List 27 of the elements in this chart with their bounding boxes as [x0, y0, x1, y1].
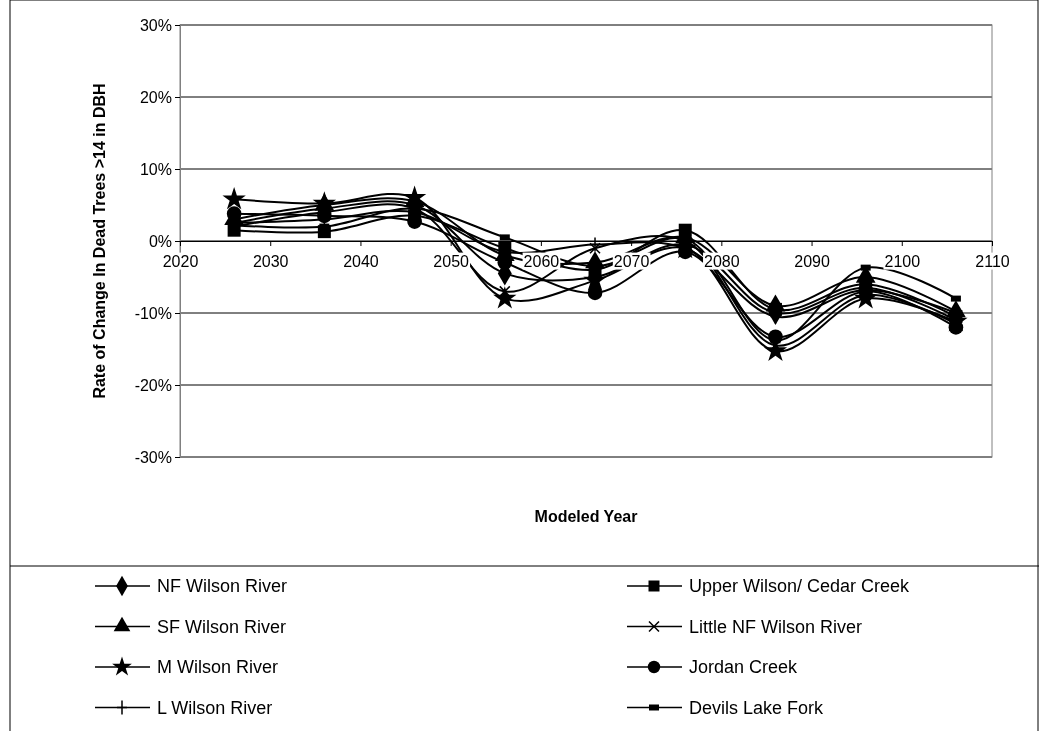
x-tick-label: 2020 — [162, 252, 199, 270]
legend-label: SF Wilson River — [157, 616, 287, 637]
legend-label: Devils Lake Fork — [689, 697, 825, 718]
x-tick-label: 2060 — [523, 252, 560, 270]
x-axis-title: Modeled Year — [534, 508, 638, 525]
y-tick-label: 30% — [139, 16, 172, 34]
legend-label: NF Wilson River — [157, 576, 288, 596]
x-tick-label: 2090 — [794, 252, 830, 270]
legend-label: M Wilson River — [157, 657, 279, 677]
y-tick-label: -30% — [134, 448, 172, 466]
x-tick-label: 2040 — [343, 252, 379, 270]
x-tick-label: 2080 — [704, 252, 740, 270]
y-tick-label: 0% — [148, 232, 172, 250]
legend-label: Little NF Wilson River — [689, 616, 863, 637]
y-axis-title: Rate of Change In Dead Trees >14 in DBH — [91, 83, 108, 399]
x-tick-label: 2110 — [975, 252, 1010, 270]
y-tick-label: 20% — [139, 88, 172, 106]
x-tick-label: 2070 — [613, 252, 650, 270]
y-tick-label: 10% — [139, 160, 172, 178]
y-tick-label: -10% — [134, 304, 172, 322]
x-tick-label: 2100 — [884, 252, 921, 270]
y-tick-label: -20% — [134, 376, 172, 394]
x-tick-label: 2050 — [433, 252, 470, 270]
x-tick-label: 2030 — [252, 252, 289, 270]
legend-label: Upper Wilson/ Cedar Creek — [689, 576, 911, 596]
legend-label: Jordan Creek — [689, 657, 799, 677]
legend-label: L Wilson River — [157, 697, 273, 718]
